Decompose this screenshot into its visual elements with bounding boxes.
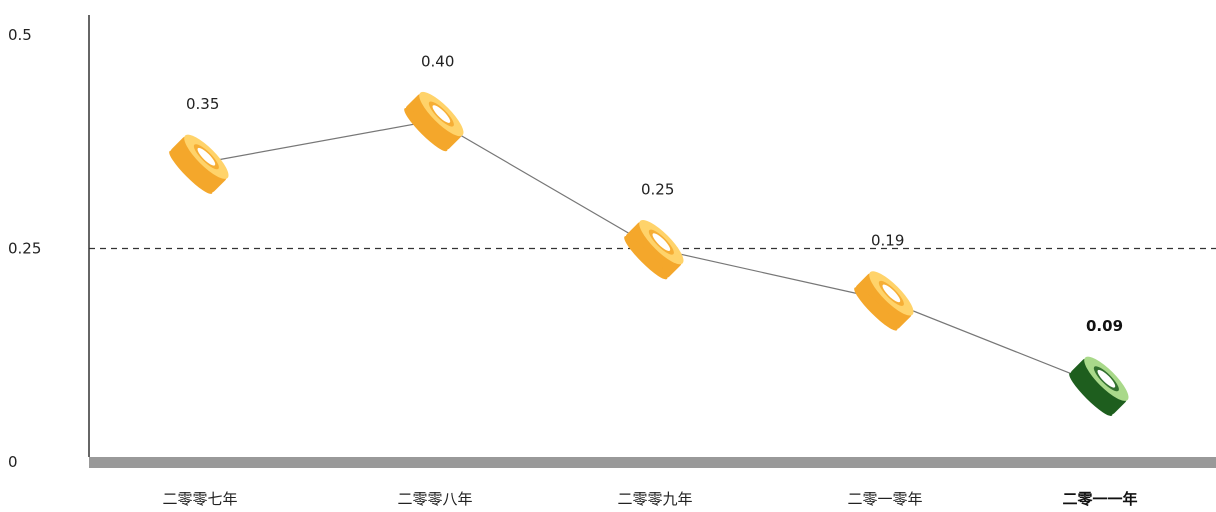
data-point-marker bbox=[1069, 356, 1129, 416]
x-tick-label: 二零零七年 bbox=[162, 490, 237, 508]
x-tick-label: 二零零九年 bbox=[617, 490, 692, 508]
x-tick-label: 二零一一年 bbox=[1062, 490, 1137, 508]
data-point-marker bbox=[854, 271, 914, 331]
y-tick-label: 0.25 bbox=[8, 240, 41, 258]
data-point-marker bbox=[624, 219, 684, 280]
data-label: 0.25 bbox=[641, 181, 674, 199]
x-axis bbox=[89, 457, 1216, 468]
data-label: 0.40 bbox=[421, 52, 454, 70]
x-tick-labels: 二零零七年 二零零八年 二零零九年 二零一零年 二零一一年 bbox=[162, 490, 1137, 508]
y-tick-label: 0 bbox=[8, 453, 18, 471]
data-point-marker bbox=[169, 134, 229, 194]
x-axis-baseline bbox=[89, 457, 1216, 468]
x-tick-label: 二零零八年 bbox=[397, 490, 472, 508]
data-label: 0.19 bbox=[871, 232, 904, 250]
x-tick-label: 二零一零年 bbox=[847, 490, 922, 508]
data-label: 0.09 bbox=[1086, 317, 1123, 335]
y-axis: 0 0.25 0.5 bbox=[8, 15, 90, 471]
data-label: 0.35 bbox=[186, 95, 219, 113]
data-markers bbox=[169, 91, 1129, 416]
data-labels: 0.35 0.40 0.25 0.19 0.09 bbox=[186, 52, 1123, 335]
data-point-marker bbox=[404, 91, 464, 152]
y-tick-label: 0.5 bbox=[8, 26, 32, 44]
